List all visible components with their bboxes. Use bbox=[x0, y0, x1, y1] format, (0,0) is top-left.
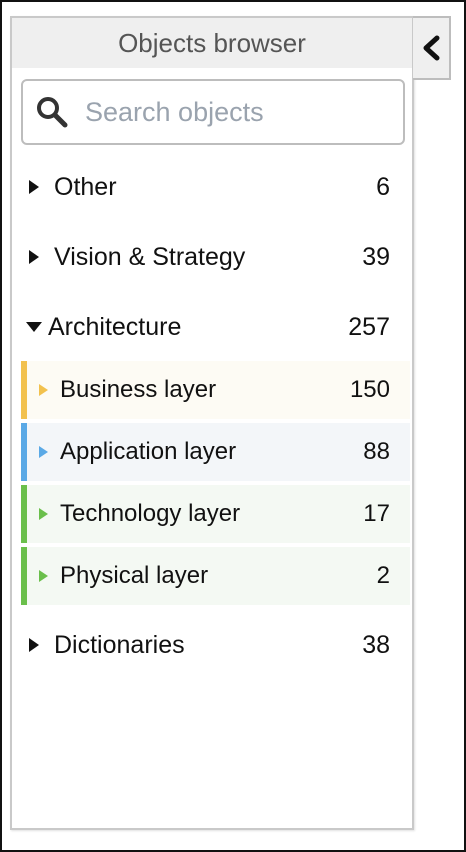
caret-right-icon[interactable] bbox=[28, 180, 40, 194]
tree-item-technology-layer[interactable]: Technology layer 17 bbox=[21, 485, 410, 543]
tree-item-vision-strategy[interactable]: Vision & Strategy 39 bbox=[12, 230, 410, 284]
tree-item-count: 257 bbox=[348, 312, 390, 341]
caret-right-icon[interactable] bbox=[28, 250, 40, 264]
tree-item-count: 17 bbox=[363, 500, 390, 527]
tree-item-label: Dictionaries bbox=[54, 630, 185, 659]
tree-item-application-layer[interactable]: Application layer 88 bbox=[21, 423, 410, 481]
tree-item-label: Vision & Strategy bbox=[54, 242, 246, 271]
tree-item-count: 6 bbox=[376, 172, 390, 201]
tree-item-label: Business layer bbox=[60, 376, 217, 403]
tree-item-dictionaries[interactable]: Dictionaries 38 bbox=[12, 618, 410, 672]
caret-down-icon[interactable] bbox=[26, 322, 42, 332]
tree-item-label: Other bbox=[54, 172, 117, 201]
tree-item-label: Application layer bbox=[60, 438, 237, 465]
tree-item-other[interactable]: Other 6 bbox=[12, 160, 410, 214]
caret-right-icon[interactable] bbox=[39, 508, 48, 520]
tree-item-business-layer[interactable]: Business layer 150 bbox=[21, 361, 410, 419]
caret-right-icon[interactable] bbox=[39, 384, 48, 396]
tree-item-label: Technology layer bbox=[60, 500, 241, 527]
search-icon bbox=[37, 97, 68, 128]
collapse-panel-button[interactable] bbox=[413, 16, 451, 80]
tree-item-physical-layer[interactable]: Physical layer 2 bbox=[21, 547, 410, 605]
chevron-left-icon bbox=[423, 35, 440, 61]
caret-right-icon[interactable] bbox=[39, 570, 48, 582]
tree-item-label: Architecture bbox=[48, 312, 182, 341]
panel-title: Objects browser bbox=[12, 18, 412, 68]
tree-item-count: 150 bbox=[349, 376, 390, 403]
tree-item-label: Physical layer bbox=[60, 562, 209, 589]
search-input[interactable] bbox=[85, 96, 375, 128]
tree-item-architecture[interactable]: Architecture 257 bbox=[12, 300, 410, 354]
tree-item-count: 38 bbox=[362, 630, 390, 659]
objects-browser-panel: Objects browser Other 6 Vision & Strate bbox=[10, 16, 414, 830]
caret-right-icon[interactable] bbox=[28, 638, 40, 652]
search-box[interactable] bbox=[21, 79, 405, 145]
tree-item-count: 39 bbox=[362, 242, 390, 271]
tree-item-count: 88 bbox=[363, 438, 390, 465]
tree-item-count: 2 bbox=[376, 562, 390, 589]
caret-right-icon[interactable] bbox=[39, 446, 48, 458]
